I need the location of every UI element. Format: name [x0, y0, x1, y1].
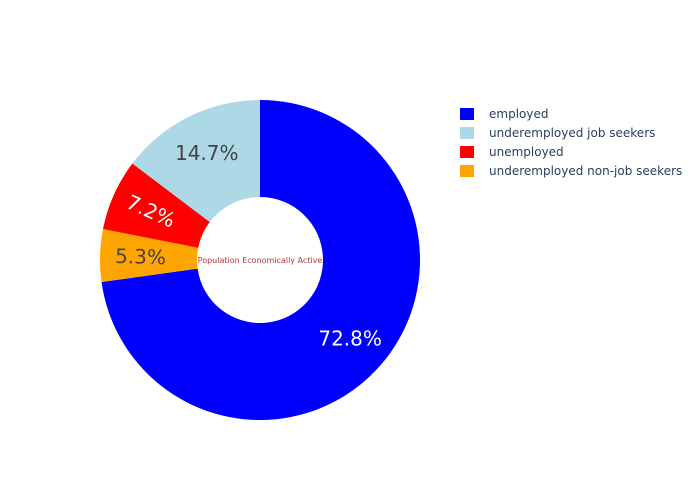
legend-item-underemployed-job-seekers[interactable]: underemployed job seekers [460, 126, 655, 140]
legend-item-underemployed-non-job-seekers[interactable]: underemployed non-job seekers [460, 164, 682, 178]
slices-layer [100, 100, 420, 420]
legend-label: unemployed [489, 145, 564, 159]
legend-swatch [460, 165, 474, 177]
slice-unemployed[interactable] [103, 163, 210, 248]
center-label: Population Economically Active [198, 256, 323, 265]
legend-label: underemployed job seekers [489, 126, 655, 140]
slice-label-employed: 72.8% [318, 326, 382, 350]
legend-swatch [460, 146, 474, 158]
slice-label-underemployed-job-seekers: 14.7% [175, 141, 239, 165]
legend-item-unemployed[interactable]: unemployed [460, 145, 564, 159]
legend-label: underemployed non-job seekers [489, 164, 682, 178]
legend-swatch [460, 108, 474, 120]
slice-label-underemployed-non-job-seekers: 5.3% [115, 244, 166, 269]
legend-item-employed[interactable]: employed [460, 107, 548, 121]
legend-label: employed [489, 107, 548, 121]
slice-employed[interactable] [101, 100, 420, 420]
legend[interactable]: employed underemployed job seekers unemplo… [460, 107, 682, 178]
legend-swatch [460, 127, 474, 139]
slice-underemployed-non-job-seekers[interactable] [100, 229, 199, 283]
slice-underemployed-job-seekers[interactable] [132, 100, 260, 223]
